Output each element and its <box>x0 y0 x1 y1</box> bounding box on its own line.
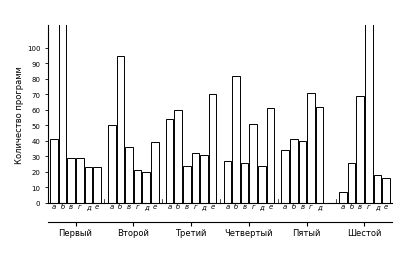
Bar <box>59 2 66 203</box>
Bar <box>232 76 240 203</box>
Bar <box>93 168 101 203</box>
Bar <box>50 140 58 203</box>
Bar <box>108 126 116 203</box>
Bar <box>365 0 372 203</box>
Bar <box>290 140 298 203</box>
Y-axis label: Количество программ: Количество программ <box>15 66 24 163</box>
Bar <box>281 151 289 203</box>
Bar <box>348 163 355 203</box>
Bar <box>68 158 75 203</box>
Bar <box>125 148 133 203</box>
Bar <box>258 166 266 203</box>
Bar <box>307 93 315 203</box>
Bar <box>200 155 208 203</box>
Bar <box>316 107 323 203</box>
Bar <box>151 143 159 203</box>
Bar <box>382 179 390 203</box>
Bar <box>183 166 190 203</box>
Bar <box>339 192 347 203</box>
Bar <box>374 175 381 203</box>
Bar <box>356 97 364 203</box>
Bar <box>250 124 257 203</box>
Text: 130: 130 <box>55 0 70 1</box>
Bar <box>166 120 173 203</box>
Bar <box>267 109 274 203</box>
Bar <box>76 158 84 203</box>
Bar <box>298 141 306 203</box>
Bar <box>241 163 248 203</box>
Bar <box>224 162 231 203</box>
Bar <box>209 95 216 203</box>
Bar <box>117 56 124 203</box>
Bar <box>85 168 92 203</box>
Bar <box>134 171 142 203</box>
Bar <box>142 172 150 203</box>
Bar <box>192 154 199 203</box>
Bar <box>174 110 182 203</box>
